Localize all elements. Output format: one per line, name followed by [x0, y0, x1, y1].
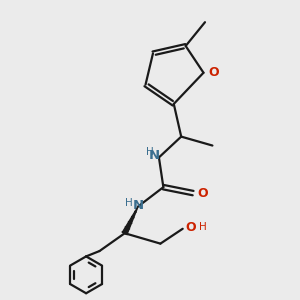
Text: H: H — [125, 198, 133, 208]
Text: H: H — [146, 147, 154, 157]
Text: O: O — [186, 221, 196, 234]
Text: N: N — [148, 149, 160, 162]
Text: O: O — [209, 66, 220, 79]
Text: N: N — [133, 200, 144, 212]
Text: H: H — [199, 222, 207, 232]
Polygon shape — [122, 206, 138, 234]
Text: O: O — [198, 187, 208, 200]
